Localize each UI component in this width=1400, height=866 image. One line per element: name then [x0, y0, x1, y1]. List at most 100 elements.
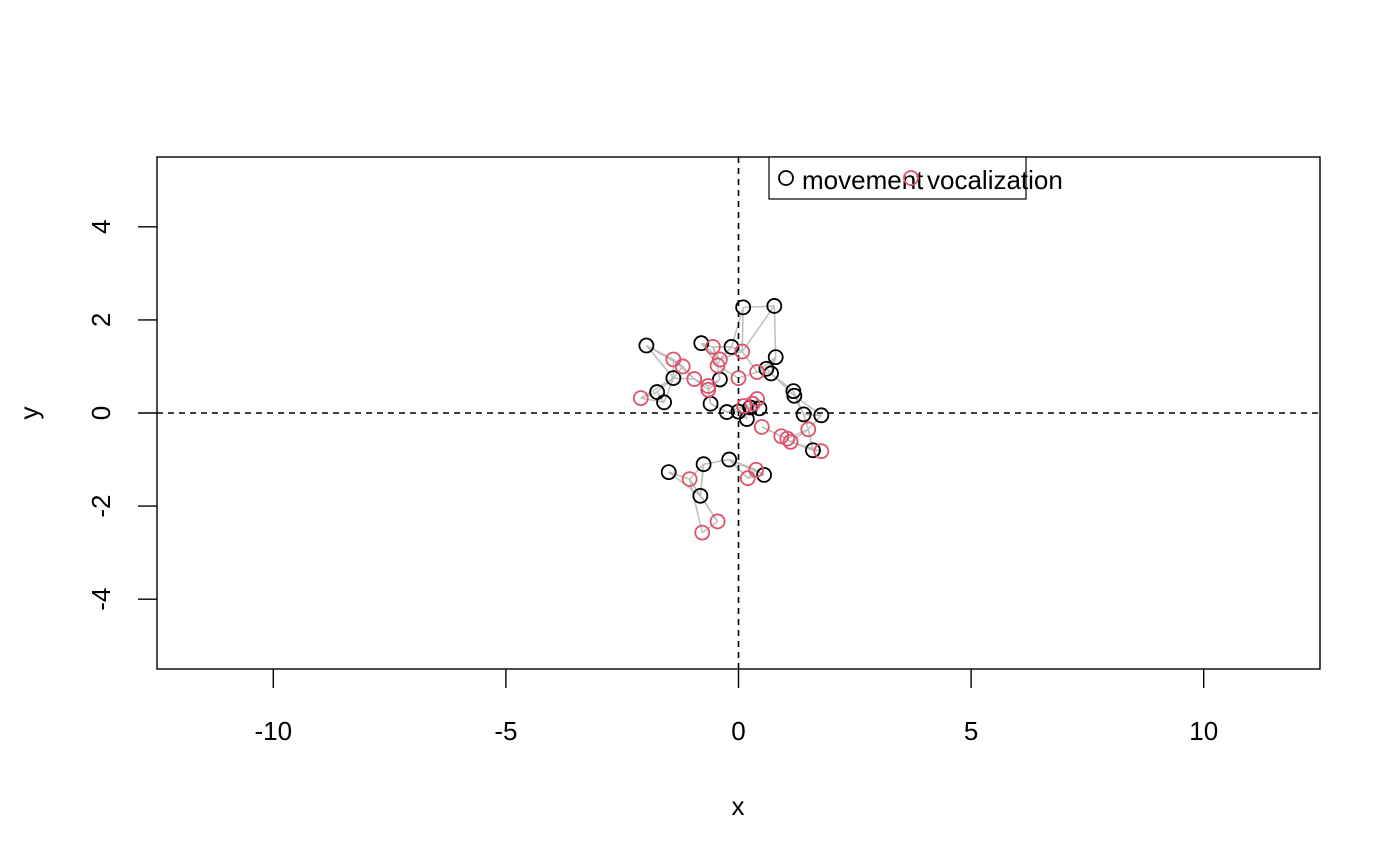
network-edge — [747, 469, 757, 479]
x-tick-label: -10 — [255, 716, 293, 746]
network-edge — [770, 372, 795, 397]
network-edge — [689, 463, 705, 480]
network-edge — [703, 458, 730, 465]
movement-point — [656, 394, 672, 411]
y-axis: -4 -2 0 2 4 — [86, 220, 157, 611]
vocalization-point — [748, 461, 765, 478]
network-edge — [688, 478, 703, 533]
network-edge — [738, 371, 758, 379]
vocalization-point — [709, 357, 726, 374]
legend-label-movement: movement — [802, 165, 924, 195]
x-tick-label: 10 — [1189, 716, 1218, 746]
vocalization-point — [782, 433, 799, 450]
vocalization-point — [739, 470, 756, 487]
movement-point — [721, 451, 738, 468]
movement-point — [805, 442, 821, 459]
movement-point — [756, 467, 772, 483]
network-edge — [699, 464, 705, 496]
network-edge — [761, 426, 782, 437]
network-edge — [787, 428, 809, 440]
legend: movement vocalization — [768, 156, 1063, 200]
movement-point — [795, 406, 812, 423]
network-edge — [773, 305, 777, 358]
vocalization-point — [736, 398, 752, 414]
x-tick-label: 0 — [731, 716, 745, 746]
network-edge — [712, 346, 719, 366]
movement-point — [767, 349, 784, 366]
data-points — [632, 298, 830, 541]
legend-label-vocalization: vocalization — [927, 165, 1063, 195]
y-tick-label: 0 — [86, 406, 116, 420]
movement-point — [693, 335, 710, 352]
y-tick-label: 2 — [86, 313, 116, 327]
movement-point — [638, 337, 655, 354]
network-edge — [682, 365, 695, 380]
movement-point — [723, 339, 740, 355]
network-edge — [640, 397, 665, 404]
y-axis-label: y — [14, 407, 44, 420]
movement-point — [695, 456, 712, 473]
vocalization-point — [749, 364, 766, 380]
network-edge — [689, 478, 719, 522]
y-tick-label: 4 — [86, 220, 116, 234]
y-tick-label: -4 — [86, 588, 116, 611]
network-edge — [741, 351, 758, 373]
network-edge — [717, 364, 739, 379]
network-edge — [701, 520, 719, 534]
movement-point — [718, 404, 735, 420]
vocalization-point — [700, 381, 717, 398]
network-edge — [728, 458, 757, 471]
network-edge — [803, 413, 822, 417]
network-edge — [700, 342, 721, 361]
network-edge — [710, 403, 728, 413]
network-edge — [668, 471, 690, 480]
network-edge — [741, 305, 775, 352]
vocalization-point — [779, 430, 796, 447]
vocalization-point — [734, 343, 751, 360]
vocalization-point — [632, 390, 649, 407]
vocalization-point — [744, 395, 761, 412]
network-edge — [793, 395, 822, 416]
legend-marker-vocalization — [903, 170, 919, 186]
network-edge — [793, 395, 805, 415]
network-edge — [700, 342, 719, 366]
network-edge — [701, 342, 714, 348]
vocalization-point — [753, 419, 770, 435]
x-tick-label: -5 — [494, 716, 517, 746]
vocalization-point — [709, 513, 726, 530]
legend-marker-movement — [778, 170, 794, 186]
vocalization-point — [705, 339, 721, 355]
network-edge — [673, 377, 695, 380]
x-axis: -10 -5 0 5 10 — [255, 669, 1218, 746]
vocalization-point — [749, 391, 766, 407]
network-edge — [738, 411, 748, 420]
network-edge — [726, 405, 745, 413]
movement-point — [660, 464, 677, 481]
vocalization-point — [686, 371, 703, 387]
vocalization-point — [674, 358, 691, 375]
network-edge — [663, 377, 675, 403]
network-edge — [807, 414, 822, 430]
movement-point — [766, 298, 783, 314]
x-tick-label: 5 — [964, 716, 978, 746]
movement-point — [735, 299, 752, 316]
movement-point — [813, 407, 830, 424]
vocalization-point — [730, 370, 747, 386]
movement-point — [786, 387, 803, 404]
network-edge — [719, 350, 743, 361]
x-axis-label: x — [732, 791, 745, 821]
vocalization-point — [694, 524, 711, 541]
vocalization-point — [800, 421, 817, 438]
vocalization-point — [681, 471, 698, 487]
network-edge — [743, 305, 775, 309]
movement-point — [692, 487, 709, 504]
movement-point — [665, 370, 682, 386]
legend-box — [768, 156, 1027, 200]
movement-point — [758, 360, 775, 377]
vocalization-point — [700, 378, 717, 394]
network-edge — [640, 377, 674, 399]
network-edge — [731, 346, 743, 353]
network-edge — [719, 346, 733, 360]
vocalization-point — [813, 443, 830, 460]
